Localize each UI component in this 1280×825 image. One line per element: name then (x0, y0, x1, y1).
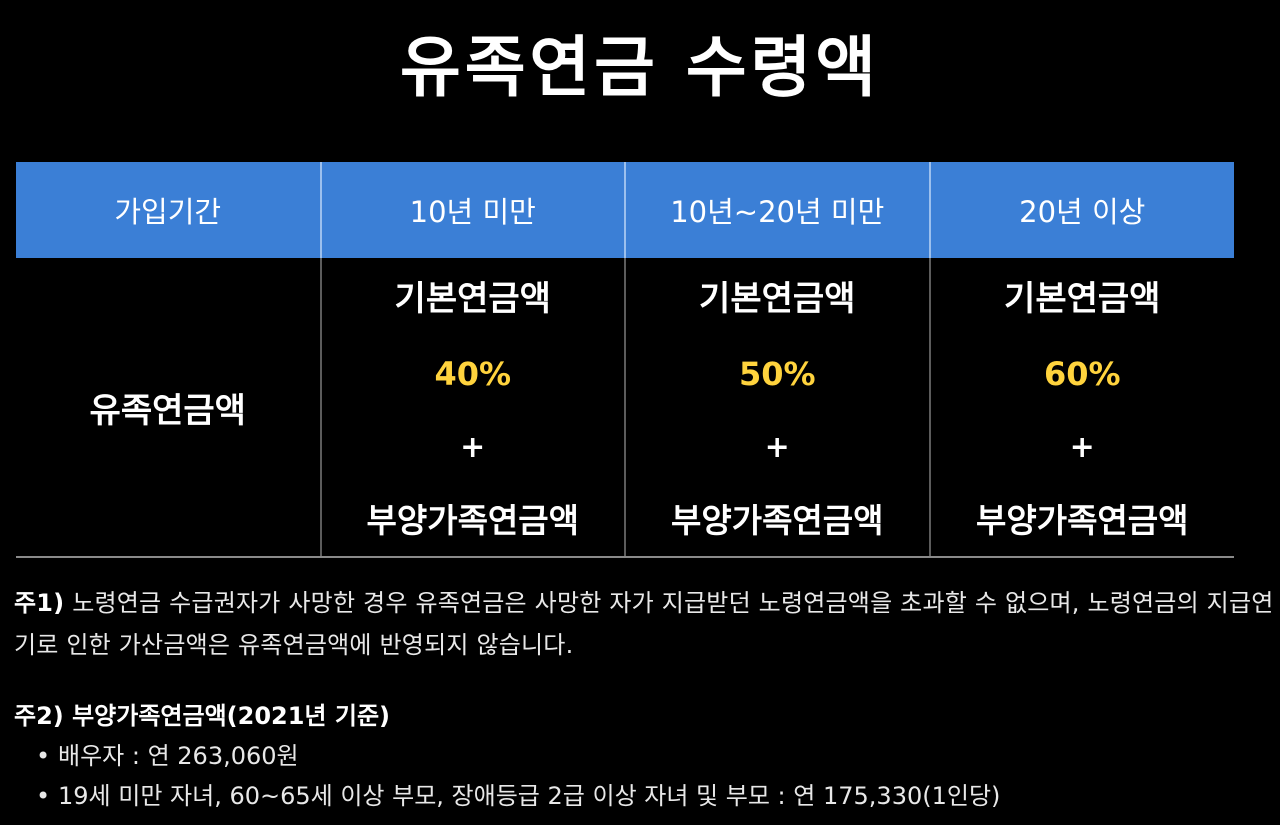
list-item: • 19세 미만 자녀, 60~65세 이상 부모, 장애등급 2급 이상 자녀… (14, 776, 1276, 816)
survivor-pension-table: 가입기간 10년 미만 10년~20년 미만 20년 이상 유족연금액 기본연금… (16, 162, 1234, 558)
header-over-20-years: 20년 이상 (929, 162, 1234, 258)
dependent-pension-label: 부양가족연금액 (975, 500, 1189, 540)
bullet-icon: • (36, 742, 51, 770)
note-1-text: 노령연금 수급권자가 사망한 경우 유족연금은 사망한 자가 지급받던 노령연금… (14, 589, 1274, 659)
table-row: 유족연금액 기본연금액 40% + 부양가족연금액 기본연금액 50% + 부양… (16, 258, 1234, 558)
base-pension-label: 기본연금액 (699, 279, 856, 319)
bullet-icon: • (36, 782, 51, 810)
list-item: • 배우자 : 연 263,060원 (14, 736, 1276, 776)
note-2: 주2) 부양가족연금액(2021년 기준) • 배우자 : 연 263,060원… (14, 696, 1276, 816)
plus-sign: + (764, 429, 790, 465)
cell-10-to-20-years: 기본연금액 50% + 부양가족연금액 (625, 258, 931, 558)
list-item-text: 배우자 : 연 263,060원 (58, 742, 299, 770)
footnotes: 주1) 노령연금 수급권자가 사망한 경우 유족연금은 사망한 자가 지급받던 … (14, 582, 1276, 816)
note-1-label: 주1) (14, 589, 65, 617)
plus-sign: + (460, 429, 486, 465)
table-header-row: 가입기간 10년 미만 10년~20년 미만 20년 이상 (16, 162, 1234, 258)
list-item-text: 19세 미만 자녀, 60~65세 이상 부모, 장애등급 2급 이상 자녀 및… (58, 782, 1001, 810)
header-under-10-years: 10년 미만 (320, 162, 626, 258)
header-10-to-20-years: 10년~20년 미만 (625, 162, 931, 258)
percent-value: 50% (738, 355, 816, 394)
percent-value: 40% (434, 355, 512, 394)
percent-value: 60% (1043, 355, 1121, 394)
row-label-survivor-pension: 유족연금액 (16, 258, 322, 558)
page-title: 유족연금 수령액 (399, 29, 881, 106)
plus-sign: + (1069, 429, 1095, 465)
header-enrollment-period: 가입기간 (16, 162, 322, 258)
cell-under-10-years: 기본연금액 40% + 부양가족연금액 (320, 258, 626, 558)
note-1: 주1) 노령연금 수급권자가 사망한 경우 유족연금은 사망한 자가 지급받던 … (14, 582, 1276, 666)
note-2-title: 주2) 부양가족연금액(2021년 기준) (14, 702, 390, 730)
base-pension-label: 기본연금액 (394, 279, 551, 319)
dependent-pension-label: 부양가족연금액 (366, 500, 580, 540)
dependent-pension-label: 부양가족연금액 (670, 500, 884, 540)
base-pension-label: 기본연금액 (1004, 279, 1161, 319)
note-2-list: • 배우자 : 연 263,060원 • 19세 미만 자녀, 60~65세 이… (14, 736, 1276, 816)
cell-over-20-years: 기본연금액 60% + 부양가족연금액 (929, 258, 1234, 558)
